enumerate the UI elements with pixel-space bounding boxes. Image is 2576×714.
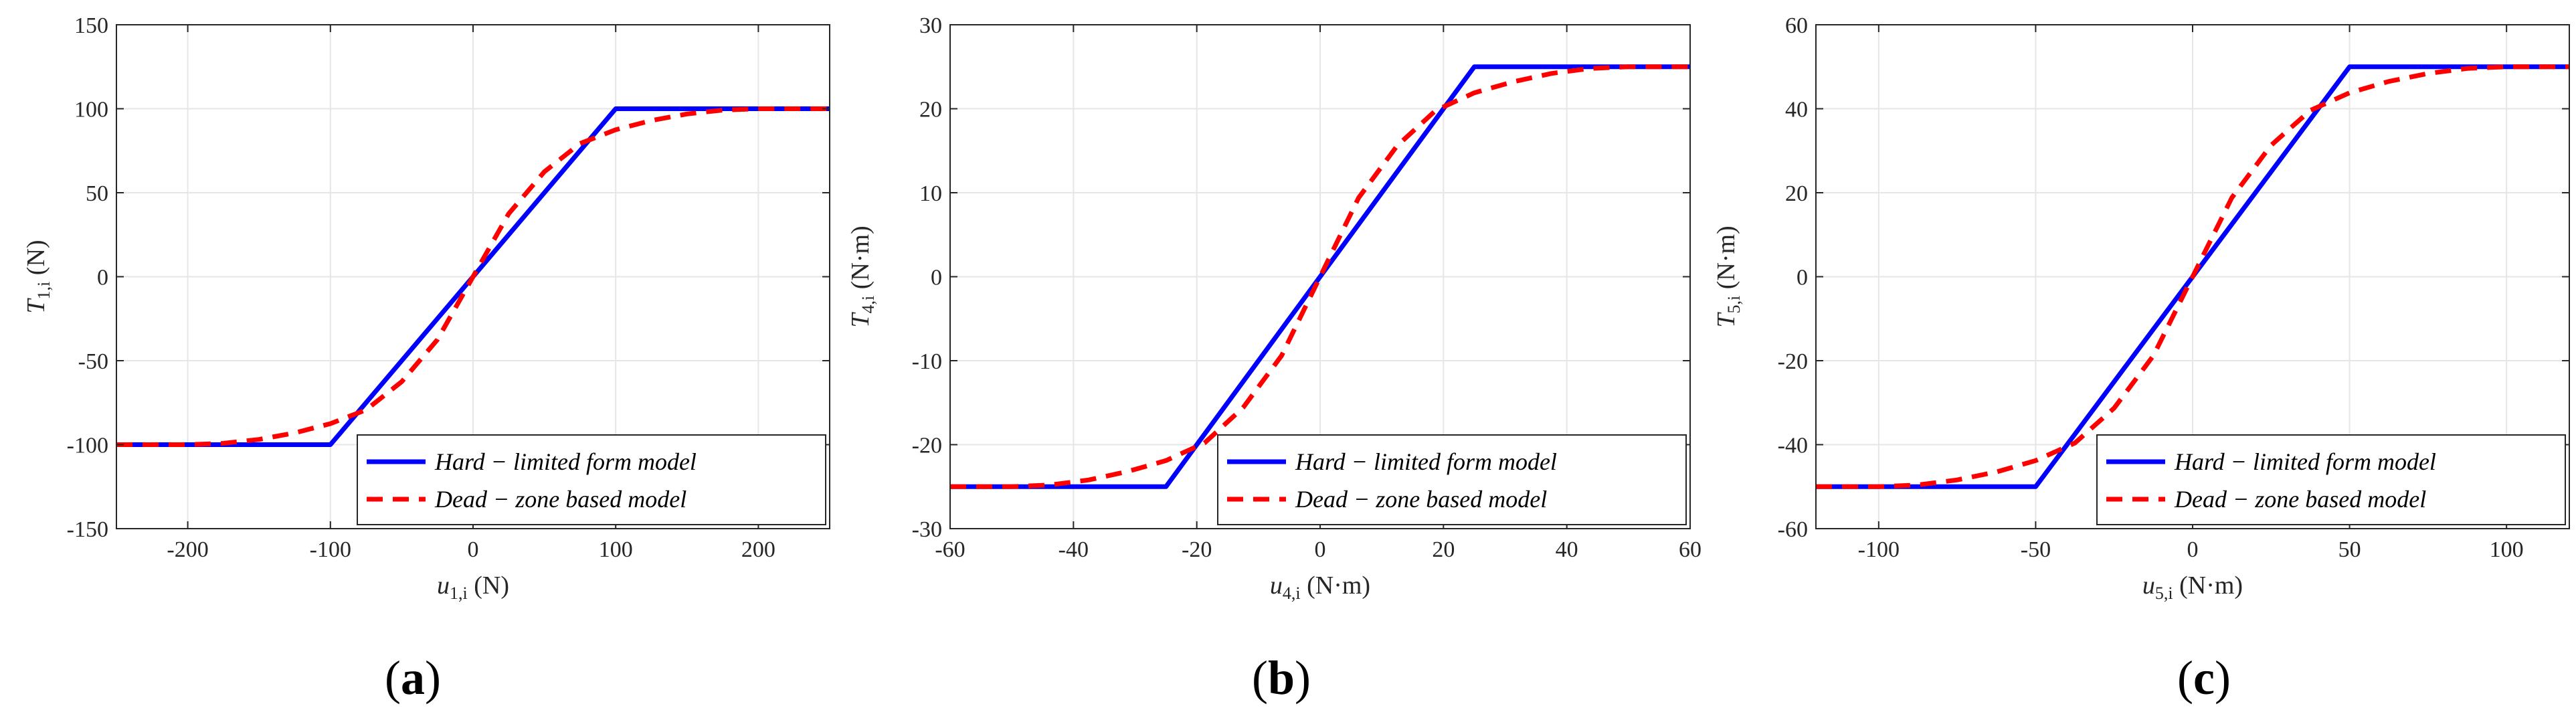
y-tick-label: -30 [912,517,942,542]
x-tick-label: -50 [2021,537,2051,562]
series-line-hard-limited [950,64,1690,489]
legend-label: Dead − zone based model [434,486,686,513]
y-tick-label: 50 [86,181,108,206]
legend-label: Hard − limited form model [2174,448,2436,475]
x-tick-label: 0 [468,537,479,562]
x-tick-label: 0 [2187,537,2199,562]
x-axis-label: u1,i (N) [437,571,509,603]
y-axis-label: T4,i (N·m) [846,226,878,327]
x-tick-label: -200 [167,537,208,562]
y-tick-label: -40 [1778,434,1808,458]
y-tick-label: 150 [74,13,108,38]
chart-panel-b: -60 -40 -20 0 20 40 60 -30 -20 -10 0 10 20 30 u4,i (N·… [846,13,1701,705]
x-tick-label: -20 [1182,537,1212,562]
x-tick-label: -100 [1858,537,1900,562]
y-tick-label: 30 [919,13,942,38]
y-tick-label: 0 [931,266,942,290]
x-tick-label: 100 [599,537,633,562]
y-tick-label: -10 [912,349,942,374]
y-tick-label: 10 [919,181,942,206]
y-axis-label: T5,i (N·m) [1712,226,1744,327]
series-line-dead-zone [116,106,830,447]
y-tick-label: -100 [67,434,108,458]
y-tick-label: 40 [1785,98,1808,122]
x-tick-label: 100 [2490,537,2524,562]
legend-label: Dead − zone based model [2174,486,2426,513]
y-tick-label: 20 [919,98,942,122]
y-tick-label: -60 [1778,517,1808,542]
x-tick-label: -40 [1059,537,1089,562]
x-tick-label: 20 [1432,537,1455,562]
x-axis-label: u5,i (N·m) [2142,571,2243,603]
legend-box [357,434,826,525]
y-tick-label: -50 [78,349,108,374]
panel-caption: (a) [385,651,441,705]
x-tick-label: 40 [1556,537,1578,562]
x-tick-label: 0 [1315,537,1326,562]
y-tick-label: -150 [67,517,108,542]
y-tick-label: -20 [1778,349,1808,374]
x-tick-label: -60 [935,537,965,562]
y-axis-label: T1,i (N) [22,240,54,313]
legend: Hard − limited form model Dead − zone bas… [357,434,826,525]
x-tick-label: -100 [310,537,351,562]
chart-panel-a: -200 -100 0 100 200 -150 -100 -50 0 50 100 150 u1,i … [22,13,830,705]
y-tick-label: 100 [74,98,108,122]
chart-panel-c: -100 -50 0 50 100 -60 -40 -20 0 20 40 60 u5,i (N·m) T… [1712,13,2570,705]
series-line-dead-zone [1816,64,2569,489]
legend: Hard − limited form model Dead − zone bas… [2096,434,2566,525]
x-tick-label: 60 [1679,537,1701,562]
x-tick-label: 200 [741,537,775,562]
legend: Hard − limited form model Dead − zone bas… [1217,434,1687,525]
y-tick-label: 20 [1785,181,1808,206]
panel-caption: (b) [1252,651,1311,705]
legend-label: Hard − limited form model [1295,448,1557,475]
series-line-dead-zone [950,64,1690,489]
y-tick-label: 0 [97,266,108,290]
y-tick-label: -20 [912,434,942,458]
legend-label: Dead − zone based model [1295,486,1547,513]
x-axis-label: u4,i (N·m) [1270,571,1370,603]
legend-box [1217,434,1687,525]
x-tick-label: 50 [2338,537,2361,562]
y-tick-label: 60 [1785,13,1808,38]
panel-caption: (c) [2177,651,2231,705]
legend-label: Hard − limited form model [434,448,697,475]
y-tick-label: 0 [1797,266,1808,290]
legend-box [2096,434,2566,525]
